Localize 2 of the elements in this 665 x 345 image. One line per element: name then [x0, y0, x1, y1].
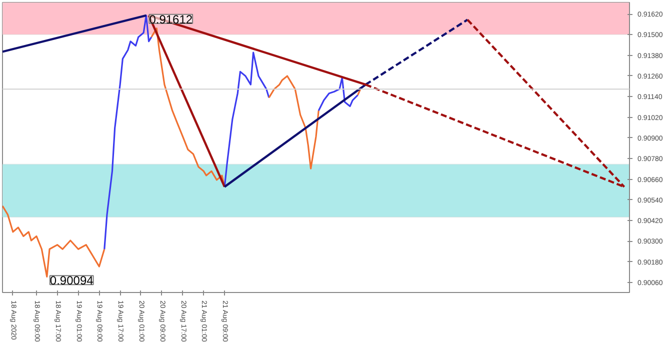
annotation: 0.90094: [50, 274, 94, 288]
annotation: 0.91612: [149, 12, 193, 26]
